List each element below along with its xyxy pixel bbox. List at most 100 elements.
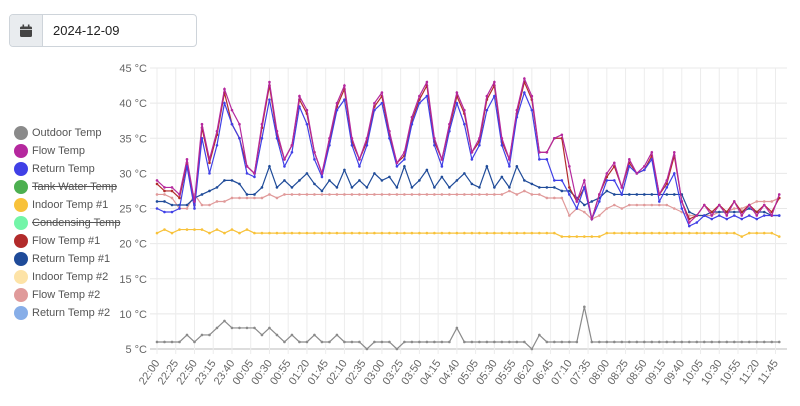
data-point — [298, 179, 301, 182]
data-point — [762, 231, 766, 235]
x-tick-label: 10:55 — [718, 358, 744, 387]
data-point — [687, 221, 691, 224]
data-point — [598, 340, 601, 344]
data-point — [320, 340, 324, 344]
data-point — [770, 214, 774, 217]
data-point — [163, 200, 166, 203]
data-point — [388, 175, 391, 179]
data-point — [500, 193, 504, 196]
data-point — [523, 231, 526, 235]
data-point — [170, 203, 174, 207]
data-point — [320, 172, 324, 175]
data-point — [747, 231, 751, 235]
data-point — [163, 340, 166, 344]
data-point — [410, 231, 414, 235]
data-point — [358, 340, 361, 344]
data-point — [628, 203, 631, 207]
series-line-return-temp — [156, 90, 780, 227]
data-point — [635, 231, 639, 235]
data-point — [238, 136, 241, 140]
data-point — [283, 165, 286, 168]
data-point — [755, 217, 759, 221]
data-point — [672, 207, 676, 210]
data-point — [418, 231, 421, 235]
data-point — [620, 231, 624, 235]
data-point — [403, 231, 406, 235]
legend-item-return-temp[interactable]: Return Temp — [14, 160, 120, 178]
data-point — [305, 193, 309, 196]
data-point — [568, 235, 571, 238]
calendar-icon[interactable] — [10, 15, 43, 46]
legend-item-flow-temp-1[interactable]: Flow Temp #1 — [14, 232, 120, 250]
data-point — [230, 108, 234, 112]
data-point — [620, 193, 624, 196]
data-point — [665, 203, 669, 207]
data-point — [747, 207, 751, 210]
legend-item-return-temp-2[interactable]: Return Temp #2 — [14, 304, 120, 322]
data-point — [200, 333, 204, 337]
data-point — [305, 340, 309, 344]
data-point — [253, 193, 256, 196]
data-point — [747, 340, 751, 344]
legend-item-flow-temp[interactable]: Flow Temp — [14, 142, 120, 160]
data-point — [575, 200, 579, 203]
data-point — [395, 161, 399, 165]
legend-item-condensing-temp[interactable]: Condensing Temp — [14, 214, 120, 232]
data-point — [418, 193, 421, 196]
data-point — [643, 168, 646, 172]
data-point — [290, 143, 294, 147]
data-point — [268, 193, 271, 196]
data-point — [605, 207, 609, 210]
data-point — [350, 186, 354, 189]
data-point — [500, 143, 504, 147]
data-point — [553, 179, 556, 182]
data-point — [740, 235, 744, 238]
data-point — [433, 231, 436, 235]
data-point — [740, 340, 744, 344]
date-picker[interactable]: 2024-12-09 — [9, 14, 197, 47]
data-point — [358, 165, 361, 168]
data-point — [485, 340, 489, 344]
data-point — [403, 151, 406, 154]
legend-item-indoor-temp-2[interactable]: Indoor Temp #2 — [14, 268, 120, 286]
data-point — [478, 143, 481, 147]
legend-item-outdoor-temp[interactable]: Outdoor Temp — [14, 124, 120, 142]
data-point — [568, 193, 571, 196]
data-point — [665, 179, 669, 182]
data-point — [343, 340, 346, 344]
data-point — [530, 347, 534, 351]
data-point — [283, 231, 286, 235]
data-point — [223, 231, 226, 235]
data-point — [283, 158, 286, 161]
data-point — [777, 340, 781, 344]
data-point — [747, 203, 751, 207]
data-point — [290, 193, 294, 196]
legend-item-tank-water-temp[interactable]: Tank Water Temp — [14, 178, 120, 196]
data-point — [170, 196, 174, 200]
data-point — [388, 136, 391, 140]
data-point — [425, 231, 429, 235]
data-point — [643, 231, 646, 235]
data-point — [702, 203, 706, 207]
data-point — [665, 231, 669, 235]
data-point — [650, 231, 654, 235]
data-point — [523, 340, 526, 344]
data-point — [657, 200, 661, 203]
data-point — [493, 340, 496, 344]
data-point — [260, 231, 264, 235]
data-point — [245, 172, 249, 175]
data-point — [358, 231, 361, 235]
data-point — [395, 186, 399, 189]
y-tick-label: 10 °C — [119, 309, 147, 321]
y-tick-label: 30 °C — [119, 168, 147, 180]
data-point — [260, 186, 264, 189]
data-point — [305, 108, 309, 112]
legend-item-indoor-temp-1[interactable]: Indoor Temp #1 — [14, 196, 120, 214]
data-point — [530, 108, 534, 112]
legend-item-flow-temp-2[interactable]: Flow Temp #2 — [14, 286, 120, 304]
date-input[interactable]: 2024-12-09 — [53, 23, 120, 38]
data-point — [702, 231, 706, 235]
data-point — [298, 340, 301, 344]
data-point — [538, 193, 541, 196]
legend-item-return-temp-1[interactable]: Return Temp #1 — [14, 250, 120, 268]
